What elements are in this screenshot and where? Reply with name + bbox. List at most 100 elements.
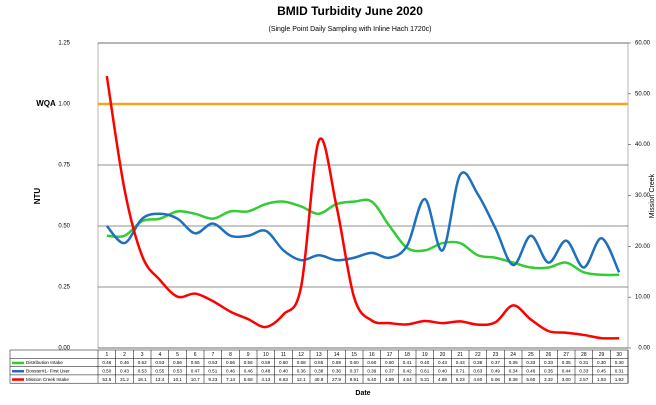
table-value: 0.52 — [138, 360, 147, 365]
table-value: 0.53 — [155, 360, 164, 365]
x-tick-label: 30 — [616, 352, 622, 358]
y2-tick-label: 30.00 — [635, 193, 651, 199]
x-tick-label: 26 — [546, 352, 552, 358]
x-tick-label: 15 — [351, 352, 357, 358]
table-value: 0.56 — [244, 360, 253, 365]
x-tick-label: 16 — [369, 352, 375, 358]
table-value: 0.47 — [191, 368, 200, 373]
table-value: 0.40 — [420, 360, 429, 365]
table-value: 0.42 — [403, 368, 412, 373]
legend-label: Distribution Intake — [26, 360, 63, 365]
table-value: 7.14 — [226, 377, 235, 382]
table-value: 0.46 — [102, 360, 111, 365]
x-tick-label: 23 — [493, 352, 499, 358]
x-tick-label: 19 — [422, 352, 428, 358]
x-tick-label: 20 — [440, 352, 446, 358]
x-tick-label: 5 — [176, 352, 179, 358]
table-value: 0.60 — [279, 360, 288, 365]
table-value: 18.1 — [138, 377, 147, 382]
table-value: 0.53 — [208, 360, 217, 365]
table-value: 0.43 — [438, 360, 447, 365]
table-value: 9.91 — [350, 377, 359, 382]
table-value: 0.50 — [385, 360, 394, 365]
table-value: 0.46 — [120, 360, 129, 365]
x-tick-label: 22 — [475, 352, 481, 358]
table-value: 10.1 — [173, 377, 182, 382]
table-value: 0.61 — [420, 368, 429, 373]
x-tick-label: 3 — [141, 352, 144, 358]
chart-title: BMID Turbidity June 2020 — [277, 4, 423, 18]
table-value: 0.60 — [367, 360, 376, 365]
y-tick-label: 1.00 — [58, 102, 70, 108]
table-value: 0.55 — [314, 360, 323, 365]
chart-subtitle: (Single Point Daily Sampling with Inline… — [268, 26, 431, 33]
table-value: 5.06 — [491, 377, 500, 382]
table-value: 0.60 — [350, 360, 359, 365]
table-value: 5.23 — [456, 377, 465, 382]
table-value: 0.49 — [491, 368, 500, 373]
x-tick-label: 7 — [211, 352, 214, 358]
x-tick-label: 1 — [105, 352, 108, 358]
table-value: 0.38 — [473, 360, 482, 365]
table-value: 0.58 — [297, 360, 306, 365]
table-value: 0.35 — [562, 360, 571, 365]
table-value: 5.40 — [367, 377, 376, 382]
y-tick-label: 0.25 — [58, 285, 70, 291]
table-value: 0.41 — [403, 360, 412, 365]
y-tick-label: 0.75 — [58, 163, 70, 169]
table-value: 12.1 — [297, 377, 306, 382]
x-axis-title: Date — [355, 390, 370, 397]
x-tick-label: 14 — [334, 352, 340, 358]
y2-tick-label: 40.00 — [635, 142, 651, 148]
table-value: 5.31 — [420, 377, 429, 382]
table-value: 0.40 — [438, 368, 447, 373]
table-value: 0.37 — [350, 368, 359, 373]
table-value: 0.35 — [509, 360, 518, 365]
x-tick-label: 29 — [599, 352, 605, 358]
table-value: 0.43 — [120, 368, 129, 373]
table-value: 2.57 — [579, 377, 588, 382]
table-value: 53.5 — [102, 377, 111, 382]
table-value: 0.30 — [615, 360, 624, 365]
y2-axis-title: Mission Creek — [649, 173, 656, 218]
x-tick-label: 10 — [263, 352, 269, 358]
table-value: 0.34 — [509, 368, 518, 373]
x-tick-label: 8 — [229, 352, 232, 358]
table-value: 3.32 — [544, 377, 553, 382]
x-tick-label: 6 — [194, 352, 197, 358]
table-value: 0.44 — [562, 368, 571, 373]
table-value: 0.43 — [456, 360, 465, 365]
x-tick-label: 11 — [281, 352, 286, 358]
table-value: 0.55 — [155, 368, 164, 373]
x-tick-label: 9 — [247, 352, 250, 358]
series-line — [105, 75, 620, 340]
table-value: 0.37 — [491, 360, 500, 365]
table-value: 0.33 — [526, 360, 535, 365]
table-value: 0.46 — [244, 368, 253, 373]
table-value: 4.64 — [403, 377, 412, 382]
legend-label: Mission Creek Intake — [26, 377, 69, 382]
table-value: 0.56 — [173, 360, 182, 365]
table-value: 0.53 — [138, 368, 147, 373]
x-tick-label: 12 — [298, 352, 304, 358]
table-value: 0.71 — [456, 368, 465, 373]
table-value: 4.89 — [385, 377, 394, 382]
table-value: 0.35 — [544, 368, 553, 373]
table-value: 1.92 — [615, 377, 624, 382]
table-value: 0.46 — [526, 368, 535, 373]
table-value: 0.40 — [279, 368, 288, 373]
legend-label: Booster#1- First User — [26, 368, 70, 373]
table-value: 0.59 — [332, 360, 341, 365]
table-value: 0.38 — [314, 368, 323, 373]
y2-tick-label: 20.00 — [635, 244, 651, 250]
x-tick-label: 17 — [387, 352, 393, 358]
x-tick-label: 25 — [528, 352, 534, 358]
table-value: 0.45 — [597, 368, 606, 373]
table-value: 0.36 — [297, 368, 306, 373]
table-value: 0.30 — [597, 360, 606, 365]
table-value: 5.60 — [526, 377, 535, 382]
y-tick-label: 0.00 — [58, 346, 70, 352]
table-value: 0.53 — [173, 368, 182, 373]
table-value: 1.93 — [597, 377, 606, 382]
